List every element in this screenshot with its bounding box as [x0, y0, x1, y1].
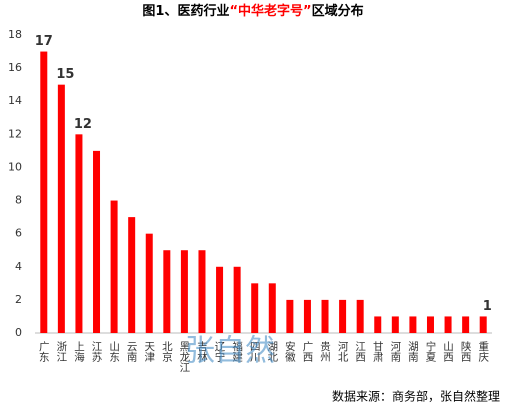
- bar: [40, 51, 48, 334]
- y-tick-label: 18: [8, 28, 22, 41]
- bar: [251, 283, 259, 333]
- x-tick-label: 福建: [231, 340, 243, 363]
- title-part: 图1、医药行业: [142, 3, 229, 19]
- x-tick-label: 浙江: [55, 341, 67, 362]
- bar: [268, 283, 276, 333]
- x-tick-label: 山西: [442, 341, 454, 362]
- x-tick-label: 山东: [108, 341, 120, 362]
- y-tick-label: 14: [8, 94, 22, 107]
- watermark: 张自然: [185, 334, 275, 369]
- x-tick-label: 上海: [73, 341, 85, 363]
- x-tick-label: 河北: [337, 341, 349, 362]
- x-tick-label: 吉林: [196, 341, 208, 363]
- bar: [110, 200, 118, 333]
- title-part: 区域分布: [312, 3, 364, 19]
- bar: [128, 217, 136, 333]
- x-tick-label: 重庆: [477, 340, 489, 363]
- x-tick-label: 甘肃: [372, 340, 384, 363]
- x-tick-label: 辽宁: [214, 341, 226, 362]
- bar: [303, 299, 311, 333]
- bar: [462, 316, 470, 333]
- y-tick-label: 16: [8, 61, 22, 74]
- x-tick-label: 黑龙江: [178, 341, 190, 373]
- x-tick-label: 北京: [161, 341, 173, 363]
- x-tick-label: 江西: [354, 341, 366, 362]
- y-tick-label: 12: [8, 127, 22, 140]
- x-tick-label: 安徽: [284, 340, 296, 363]
- data-label: 15: [56, 67, 74, 82]
- bar: [339, 299, 347, 333]
- x-tick-label: 广东: [38, 341, 50, 362]
- bar: [409, 316, 417, 333]
- x-tick-label: 江苏: [91, 341, 103, 363]
- y-tick-label: 6: [15, 227, 22, 240]
- bar: [391, 316, 399, 333]
- y-tick-label: 0: [15, 326, 22, 339]
- x-tick-label: 湖北: [266, 341, 278, 362]
- bar: [145, 233, 153, 333]
- x-tick-label: 贵州: [319, 340, 331, 362]
- x-tick-label: 河南: [389, 341, 401, 362]
- bar: [93, 150, 101, 333]
- bar: [233, 266, 241, 333]
- bar: [57, 84, 65, 334]
- x-tick-label: 湖南: [407, 341, 419, 362]
- x-tick-label: 四川: [249, 341, 261, 362]
- bar: [374, 316, 382, 333]
- source-note: 数据来源：商务部，张自然整理: [332, 389, 500, 404]
- bar: [163, 250, 171, 333]
- data-label: 1: [483, 299, 492, 314]
- bar: [75, 134, 83, 333]
- chart-title: 图1、医药行业“中华老字号”区域分布: [142, 3, 363, 19]
- bar: [444, 316, 452, 333]
- bar: [286, 299, 294, 333]
- y-tick-label: 2: [15, 293, 22, 306]
- bar: [321, 299, 329, 333]
- y-tick-label: 8: [15, 194, 22, 207]
- bar: [356, 299, 364, 333]
- bar: [180, 250, 188, 333]
- bar: [198, 250, 206, 333]
- bar: [426, 316, 434, 333]
- y-tick-label: 10: [8, 160, 22, 173]
- bar: [479, 316, 487, 333]
- x-tick-label: 宁夏: [424, 340, 436, 362]
- x-tick-label: 陕西: [460, 340, 472, 362]
- x-tick-label: 广西: [301, 341, 313, 362]
- data-label: 12: [74, 117, 92, 132]
- data-label: 17: [35, 34, 53, 49]
- y-tick-label: 4: [15, 260, 22, 273]
- title-part: “中华老字号”: [229, 3, 311, 19]
- x-tick-label: 天津: [143, 341, 155, 363]
- x-tick-label: 云南: [126, 341, 138, 362]
- bar: [216, 266, 224, 333]
